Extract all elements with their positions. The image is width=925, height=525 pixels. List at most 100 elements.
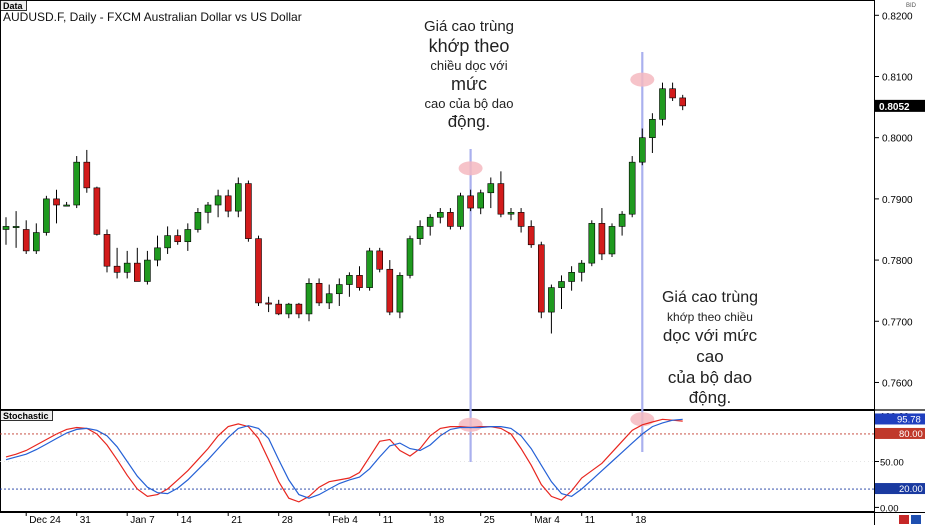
stochastic-d-line xyxy=(5,418,683,499)
current-price-box xyxy=(875,99,925,112)
candle-bullish xyxy=(235,183,242,212)
stochastic-lines xyxy=(5,418,683,503)
candle-bearish xyxy=(356,275,363,288)
annotation-right: Giá cao trùng khớp theo chiều dọc với mứ… xyxy=(640,288,780,409)
stochastic-current-label: 95.78 xyxy=(897,414,921,425)
high-highlights xyxy=(458,72,655,432)
stochastic-level-label: 20.00 xyxy=(899,484,923,495)
candle-bullish xyxy=(204,204,212,213)
price-high-highlight xyxy=(630,72,655,87)
stochastic-tab-box[interactable] xyxy=(0,410,53,421)
candle-bullish xyxy=(164,235,171,249)
scroll-right-icon[interactable] xyxy=(911,515,921,524)
candle-bullish xyxy=(12,226,20,228)
annotation-left-line-6: động. xyxy=(447,111,491,131)
annotation-right-line-1: Giá cao trùng xyxy=(661,289,759,306)
time-tick-label: Mar 4 xyxy=(534,515,560,525)
stochastic-level-label: 80.00 xyxy=(899,429,923,440)
candle-bearish xyxy=(517,212,525,227)
stochastic-level-box xyxy=(875,483,925,495)
candle-bearish xyxy=(255,238,262,304)
stochastic-levels xyxy=(0,433,874,490)
candle-bearish xyxy=(83,161,91,189)
candle-bearish xyxy=(113,265,121,273)
candle-bullish xyxy=(558,281,565,288)
candle-bullish xyxy=(548,287,555,313)
candle-bearish xyxy=(245,183,252,239)
candle-bullish xyxy=(649,119,656,138)
annotation-right-line-4: cao xyxy=(696,346,724,366)
candle-bullish xyxy=(638,137,646,163)
time-tick-label: 25 xyxy=(484,515,496,525)
candle-bullish xyxy=(63,204,70,207)
candle-bullish xyxy=(194,212,202,230)
price-tick-label: 0.7700 xyxy=(882,317,913,328)
candle-bullish xyxy=(325,293,333,304)
stochastic-tab-label[interactable]: Stochastic xyxy=(3,411,49,421)
candle-bullish xyxy=(568,272,575,282)
time-axis: Dec 24 31 Jan 7 14 21 28 Feb 4 11 18 25 Mar 4 11 18 xyxy=(25,512,647,525)
candle-bullish xyxy=(32,232,40,252)
candle-bearish xyxy=(53,198,60,206)
annotation-right-line-3: dọc với mức xyxy=(662,326,758,346)
candle-bullish xyxy=(123,262,131,273)
bid-label: BID xyxy=(906,3,917,9)
candlestick-series xyxy=(2,82,687,334)
candle-bearish xyxy=(315,283,323,304)
annotation-left-line-1: Giá cao trùng xyxy=(423,18,515,35)
time-tick-label: 18 xyxy=(635,515,647,525)
time-tick-label: Dec 24 xyxy=(29,515,61,525)
current-price-label: 0.8052 xyxy=(879,102,910,113)
price-tick-label: 0.8100 xyxy=(882,72,913,83)
candle-bearish xyxy=(497,183,505,215)
candle-bullish xyxy=(184,229,192,243)
stochastic-current-box xyxy=(875,413,925,425)
price-high-highlight xyxy=(458,161,483,176)
candle-bullish xyxy=(305,283,313,315)
candle-bearish xyxy=(376,250,384,270)
candle-bearish xyxy=(134,262,141,282)
stochastic-k-line xyxy=(5,418,683,503)
candle-bearish xyxy=(275,303,283,315)
time-tick-label: 14 xyxy=(181,515,193,525)
stochastic-high-highlight xyxy=(630,412,655,427)
candle-bearish xyxy=(295,303,303,315)
candle-bearish xyxy=(265,302,272,305)
candle-bullish xyxy=(608,226,616,255)
data-tab-box[interactable] xyxy=(0,0,27,11)
candle-bearish xyxy=(103,234,111,267)
candle-bullish xyxy=(406,238,414,276)
candle-bearish xyxy=(174,235,181,243)
time-tick-label: Feb 4 xyxy=(332,515,358,525)
candle-bullish xyxy=(487,183,495,194)
price-axis: 0.8200 0.8100 0.8000 0.7900 0.7800 0.7700 0.76… xyxy=(874,11,925,389)
time-tick-label: 11 xyxy=(383,515,394,525)
annotation-left-line-3: chiều dọc với xyxy=(430,58,508,74)
annotation-right-line-5: của bộ dao xyxy=(667,367,753,387)
time-tick-label: 18 xyxy=(433,515,445,525)
candle-bullish xyxy=(578,262,586,273)
candle-bullish xyxy=(346,275,353,285)
time-tick-label: 31 xyxy=(80,515,92,525)
candle-bearish xyxy=(224,195,232,212)
candle-bearish xyxy=(22,229,30,252)
candle-bullish xyxy=(457,195,464,227)
data-tab-label[interactable]: Data xyxy=(3,1,24,11)
candle-bearish xyxy=(447,212,454,227)
candle-bearish xyxy=(679,97,687,107)
scroll-left-icon[interactable] xyxy=(899,515,909,524)
candle-bullish xyxy=(43,198,50,233)
candle-bullish xyxy=(285,303,293,315)
candle-bullish xyxy=(335,284,343,295)
annotation-right-line-2: khớp theo chiều xyxy=(667,309,753,324)
candle-bearish xyxy=(527,226,535,246)
stochastic-tick-label: 0.00 xyxy=(880,503,899,514)
annotation-left-line-5: cao của bộ dao xyxy=(424,96,514,112)
chart-title: AUDUSD.F, Daily - FXCM Australian Dollar… xyxy=(3,10,302,24)
candle-bullish xyxy=(214,195,222,206)
candle-bullish xyxy=(154,247,161,261)
annotation-right-line-6: động. xyxy=(688,388,732,408)
annotation-left: Giá cao trùng khớp theo chiều dọc với mứ… xyxy=(398,18,540,133)
